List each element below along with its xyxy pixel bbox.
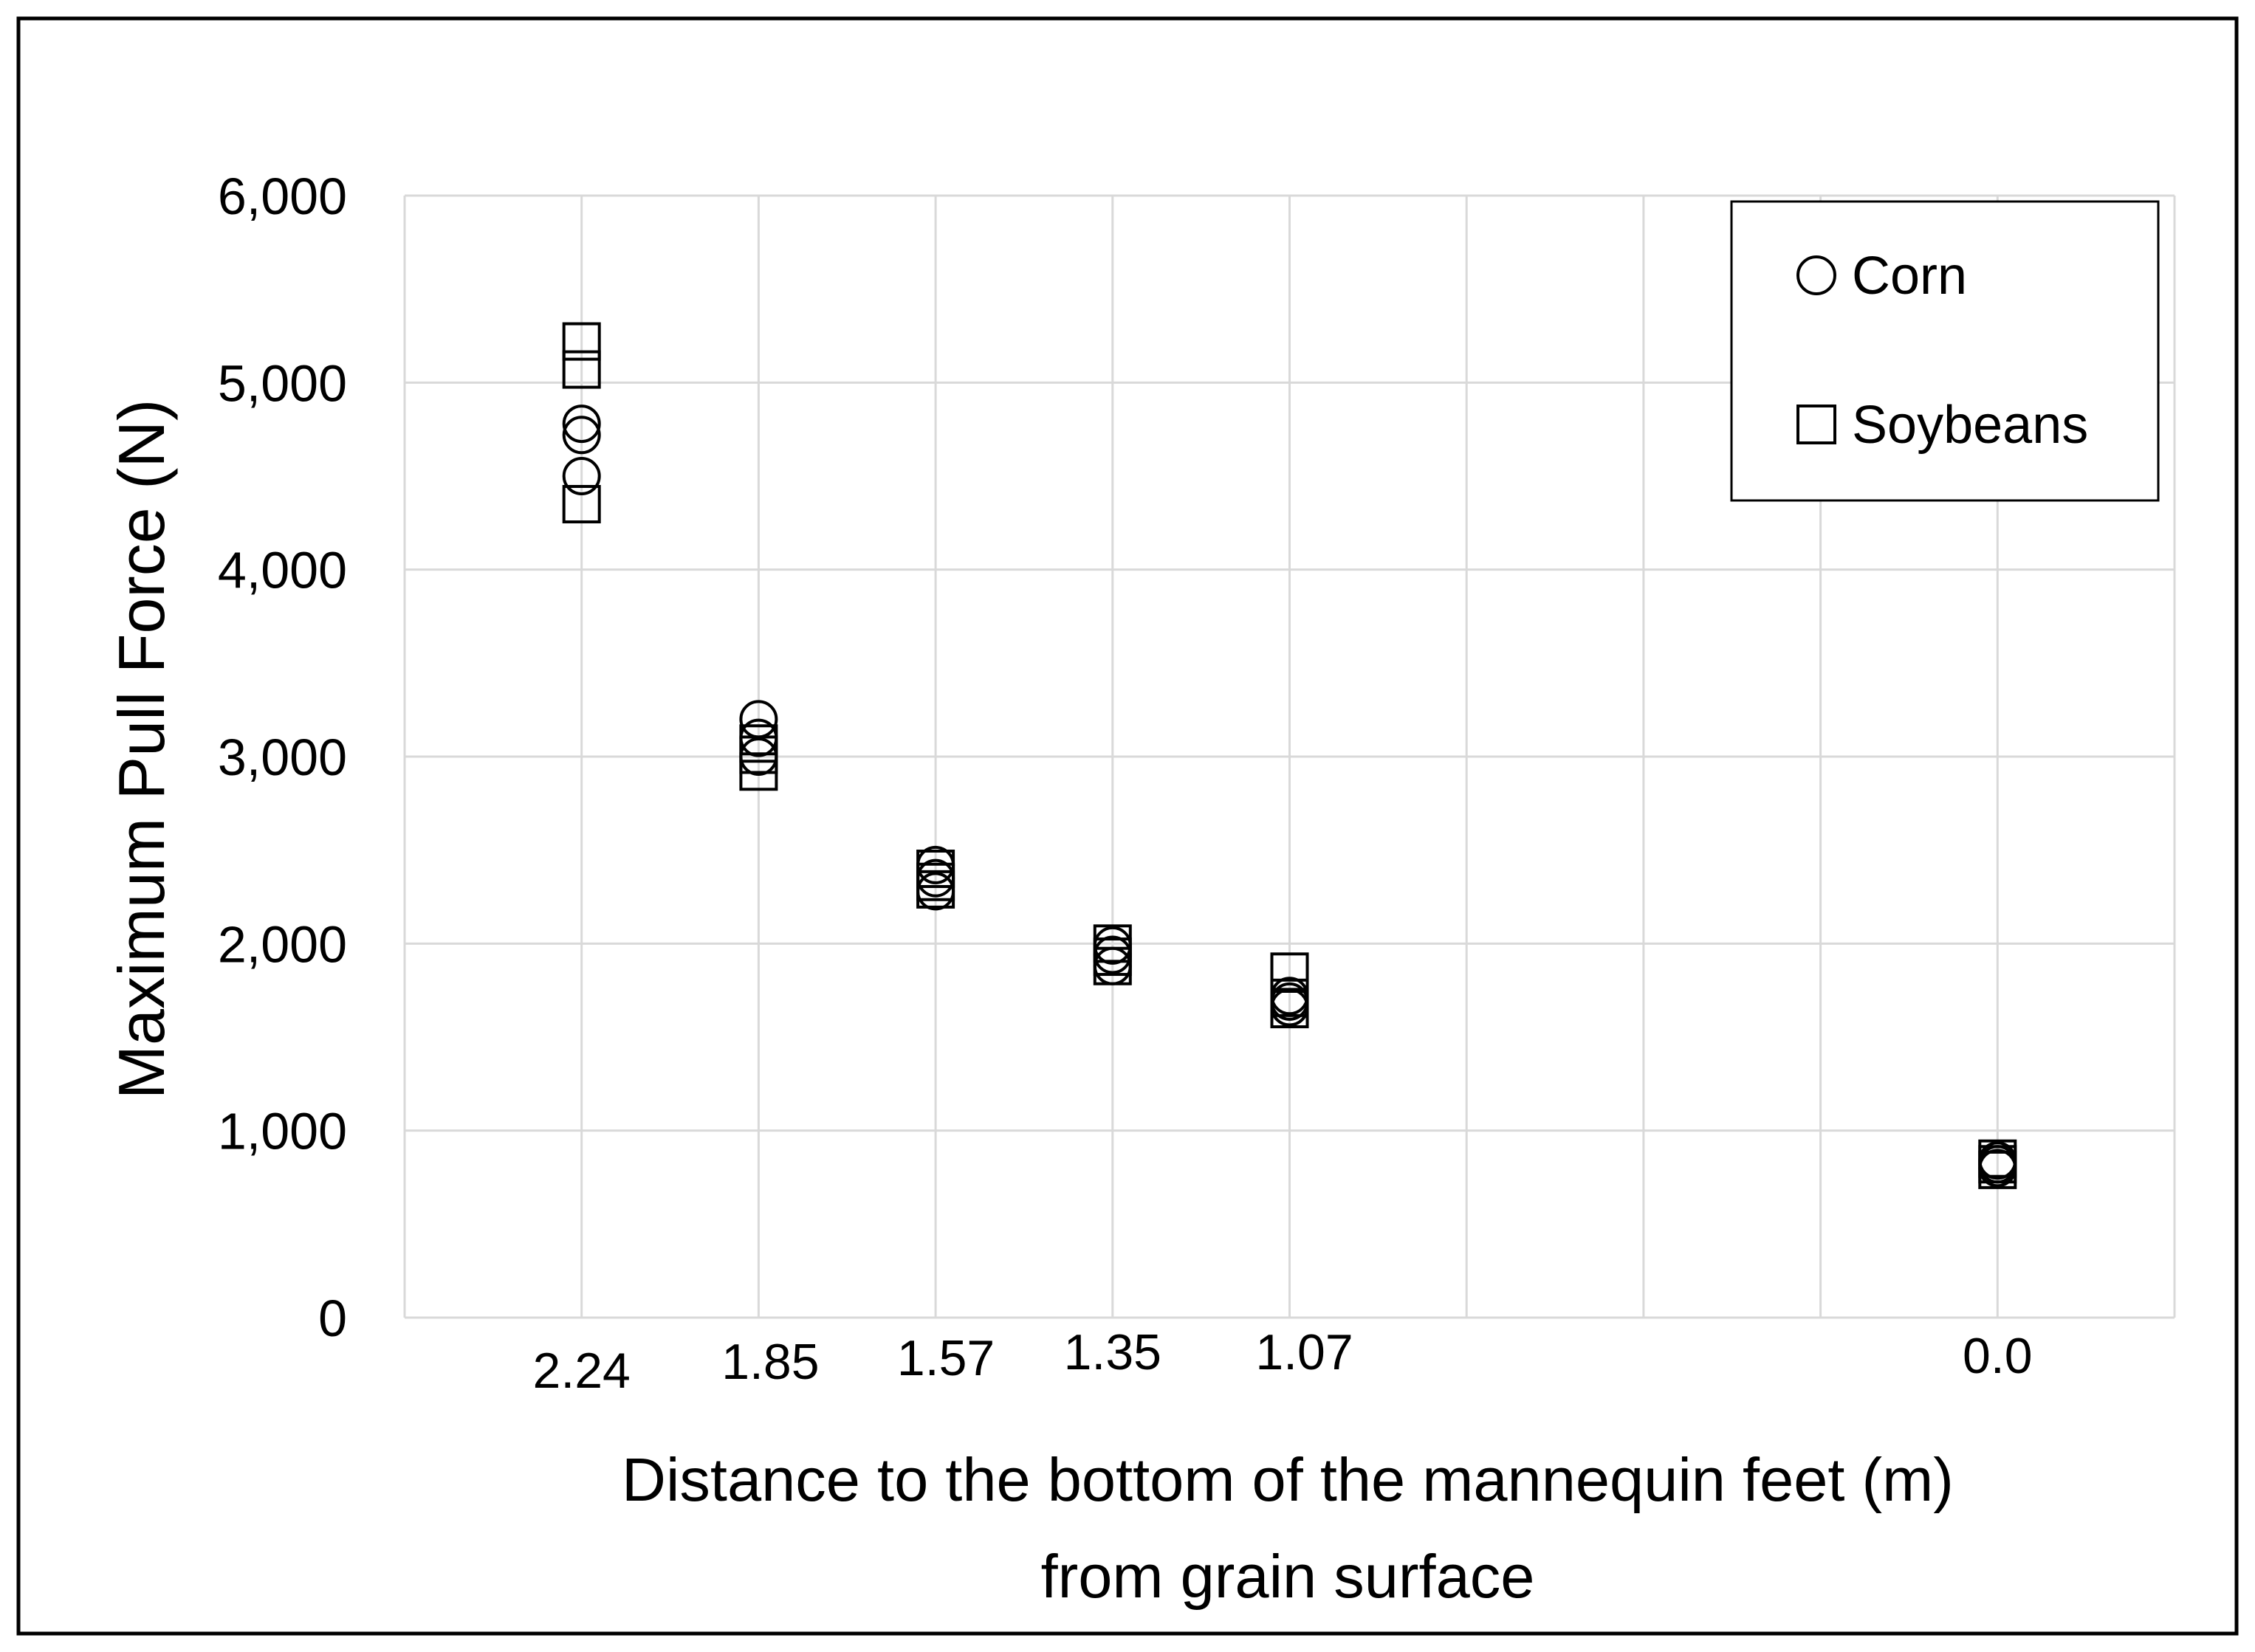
soybeans-point	[562, 350, 601, 389]
y-tick-label: 4,000	[218, 542, 347, 599]
legend-soybeans-marker	[1796, 405, 1836, 444]
x-tick-label: 0.0	[1963, 1328, 2033, 1384]
x-axis-label-line-2: from grain surface	[1041, 1542, 1535, 1611]
x-axis-tick-labels: 2.24 1.85 1.57 1.35 1.07 0.0	[533, 1324, 2033, 1399]
x-tick-label: 1.07	[1255, 1324, 1353, 1380]
legend-corn-marker	[1796, 255, 1836, 295]
legend: Corn Soybeans	[1730, 200, 2160, 502]
x-tick-label: 1.85	[721, 1334, 819, 1390]
legend-corn-label: Corn	[1852, 247, 1967, 306]
soybeans-point	[916, 870, 955, 909]
y-tick-label: 2,000	[218, 915, 347, 973]
soybeans-point	[1093, 946, 1132, 985]
corn-point	[562, 416, 601, 455]
x-tick-label: 2.24	[533, 1343, 631, 1399]
corn-point	[562, 405, 601, 444]
x-axis-label-line-1: Distance to the bottom of the mannequin …	[622, 1445, 1954, 1514]
soybeans-point	[1978, 1150, 2017, 1189]
x-tick-label: 1.35	[1064, 1324, 1161, 1380]
y-axis-tick-labels: 0 1,000 2,000 3,000 4,000 5,000 6,000	[218, 168, 347, 1347]
legend-box	[1730, 200, 2160, 502]
y-axis-label: Maximum Pull Force (N)	[105, 399, 178, 1100]
x-tick-label: 1.57	[897, 1330, 995, 1386]
legend-soybeans-label: Soybeans	[1852, 396, 2088, 455]
y-tick-label: 3,000	[218, 729, 347, 786]
soybeans-point	[562, 322, 601, 361]
soybeans-point	[1270, 952, 1309, 991]
corn-point	[562, 457, 601, 495]
soybeans-point	[739, 752, 778, 791]
y-tick-label: 6,000	[218, 168, 347, 225]
y-tick-label: 5,000	[218, 354, 347, 412]
soybeans-point	[1270, 990, 1309, 1028]
y-tick-label: 1,000	[218, 1103, 347, 1160]
y-tick-label: 0	[318, 1290, 347, 1347]
data-points	[562, 322, 2017, 1189]
soybeans-point	[562, 485, 601, 523]
